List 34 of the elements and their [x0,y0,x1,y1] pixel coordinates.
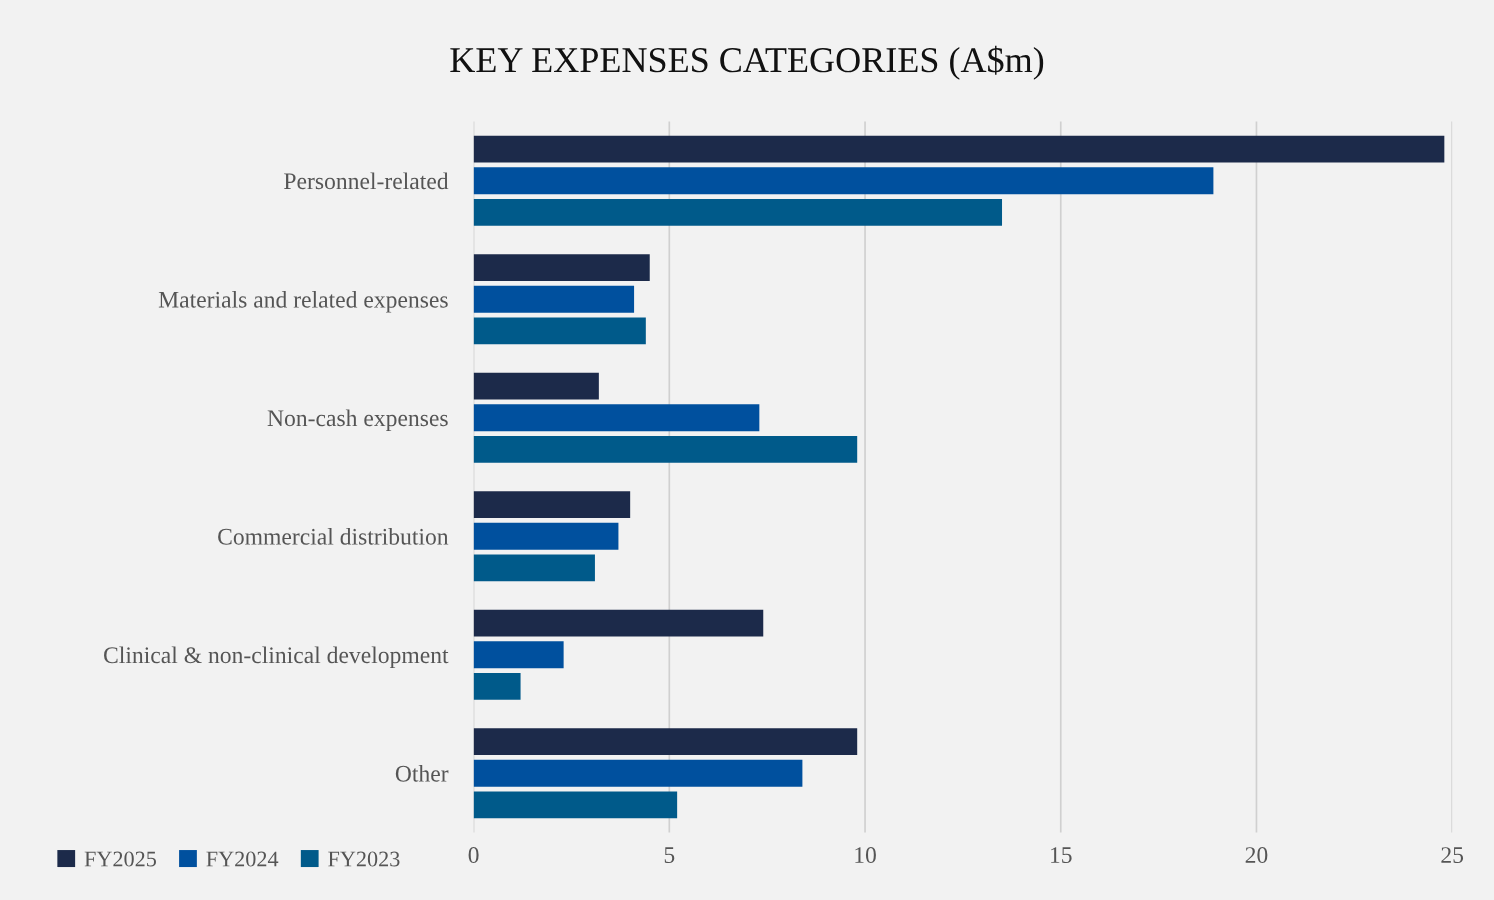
y-tick-label: Clinical & non-clinical development [104,646,449,668]
bar [473,609,764,637]
bar [473,285,635,313]
bar [473,317,646,345]
legend-label: FY2023 [328,851,400,867]
bar [473,759,803,787]
bar [473,491,631,519]
x-tick-label: 10 [855,847,876,864]
x-tick-label: 20 [1245,847,1268,864]
x-tick-label: 25 [1441,847,1464,864]
x-tick-label: 15 [1051,847,1072,864]
bar [473,135,1445,163]
y-tick-label: Materials and related expenses [158,291,448,313]
x-tick-label: 5 [664,847,675,864]
bar [473,167,1214,195]
bar [473,254,650,282]
bar [473,672,521,700]
legend-label: FY2025 [84,851,156,867]
bar [473,372,599,400]
bar [473,554,595,582]
y-tick-label: Other [395,765,449,782]
y-tick-label: Commercial distribution [218,528,449,545]
bar [473,728,858,756]
bar [473,522,619,550]
bar [473,791,678,819]
chart-title: KEY EXPENSES CATEGORIES (A$m) [450,45,1044,80]
y-tick-label: Non-cash expenses [267,409,448,431]
y-tick-label: Personnel-related [284,172,449,190]
bar [473,435,858,463]
bar [473,198,1003,226]
x-tick-label: 0 [468,847,479,864]
legend-label: FY2024 [206,851,279,867]
bar [473,404,760,432]
bar [473,641,564,669]
